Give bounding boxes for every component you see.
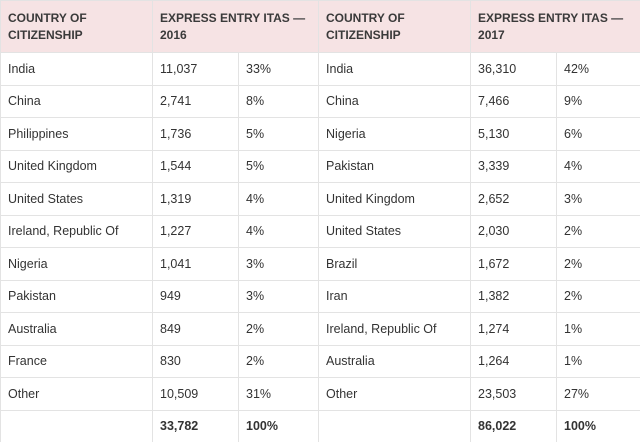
table-cell: 10,509 bbox=[152, 377, 239, 411]
table-cell: 1,227 bbox=[152, 214, 239, 248]
table-cell: 27% bbox=[556, 377, 640, 411]
header-cell: COUNTRY OF CITIZENSHIP bbox=[318, 0, 472, 53]
table-cell: Pakistan bbox=[0, 279, 153, 313]
table-cell: 1,274 bbox=[470, 312, 558, 346]
table-cell: 830 bbox=[152, 344, 239, 378]
table-cell: 849 bbox=[152, 312, 239, 346]
table-row: United States 1,319 4% United Kingdom 2,652 3… bbox=[0, 182, 640, 216]
table-row: Australia 849 2% Ireland, Republic Of 1,274 1… bbox=[0, 312, 640, 346]
table-cell: 2% bbox=[237, 344, 320, 378]
table-cell: China bbox=[318, 84, 472, 118]
table-row: Other 10,509 31% Other 23,503 27% bbox=[0, 377, 640, 411]
total-cell: 100% bbox=[237, 409, 320, 442]
table-body: India 11,037 33% India 36,310 42% China 2,741 8%… bbox=[0, 52, 640, 442]
table-cell: 33% bbox=[237, 52, 320, 86]
table-cell: 1,544 bbox=[152, 149, 239, 183]
table-row: United Kingdom 1,544 5% Pakistan 3,339 4% bbox=[0, 149, 640, 183]
table-cell: 5,130 bbox=[470, 117, 558, 151]
table-cell: 2% bbox=[556, 247, 640, 281]
table-cell: United Kingdom bbox=[318, 182, 472, 216]
table-cell: 1% bbox=[556, 344, 640, 378]
table-cell: 3% bbox=[237, 279, 320, 313]
total-cell: 100% bbox=[556, 409, 640, 442]
empty-cell bbox=[318, 409, 472, 442]
table-cell: Brazil bbox=[318, 247, 472, 281]
table-cell: 5% bbox=[237, 149, 320, 183]
table-cell: India bbox=[0, 52, 153, 86]
table-cell: 23,503 bbox=[470, 377, 558, 411]
table-cell: 1,736 bbox=[152, 117, 239, 151]
table-cell: 1% bbox=[556, 312, 640, 346]
table-cell: 9% bbox=[556, 84, 640, 118]
total-cell: 33,782 bbox=[152, 409, 239, 442]
table-cell: 8% bbox=[237, 84, 320, 118]
empty-cell bbox=[0, 409, 153, 442]
table-cell: 2,741 bbox=[152, 84, 239, 118]
table-cell: 2% bbox=[556, 214, 640, 248]
table-cell: Australia bbox=[318, 344, 472, 378]
table-cell: Ireland, Republic Of bbox=[0, 214, 153, 248]
table-cell: Other bbox=[0, 377, 153, 411]
table-cell: India bbox=[318, 52, 472, 86]
table-cell: 4% bbox=[237, 214, 320, 248]
table-cell: Philippines bbox=[0, 117, 153, 151]
table-cell: France bbox=[0, 344, 153, 378]
table-cell: Iran bbox=[318, 279, 472, 313]
table-cell: Pakistan bbox=[318, 149, 472, 183]
table-cell: United States bbox=[0, 182, 153, 216]
table-cell: 2,652 bbox=[470, 182, 558, 216]
table-cell: 1,672 bbox=[470, 247, 558, 281]
table-cell: 7,466 bbox=[470, 84, 558, 118]
table-row: Nigeria 1,041 3% Brazil 1,672 2% bbox=[0, 247, 640, 281]
table-cell: 1,319 bbox=[152, 182, 239, 216]
table-cell: 3% bbox=[237, 247, 320, 281]
header-row: COUNTRY OF CITIZENSHIP EXPRESS ENTRY ITA… bbox=[0, 0, 640, 53]
table-cell: 949 bbox=[152, 279, 239, 313]
table-cell: United States bbox=[318, 214, 472, 248]
table-cell: Australia bbox=[0, 312, 153, 346]
total-row: 33,782 100% 86,022 100% bbox=[0, 409, 640, 442]
table-cell: 5% bbox=[237, 117, 320, 151]
table-cell: 3,339 bbox=[470, 149, 558, 183]
header-cell: COUNTRY OF CITIZENSHIP bbox=[0, 0, 153, 53]
table-cell: 2,030 bbox=[470, 214, 558, 248]
table-cell: Ireland, Republic Of bbox=[318, 312, 472, 346]
table-row: India 11,037 33% India 36,310 42% bbox=[0, 52, 640, 86]
table-cell: Other bbox=[318, 377, 472, 411]
header-cell: EXPRESS ENTRY ITAS — 2017 bbox=[470, 0, 640, 53]
table-cell: Nigeria bbox=[0, 247, 153, 281]
table-cell: Nigeria bbox=[318, 117, 472, 151]
table-cell: 42% bbox=[556, 52, 640, 86]
table-row: Philippines 1,736 5% Nigeria 5,130 6% bbox=[0, 117, 640, 151]
table-cell: 1,382 bbox=[470, 279, 558, 313]
table-cell: 3% bbox=[556, 182, 640, 216]
table-cell: 1,264 bbox=[470, 344, 558, 378]
table-cell: 2% bbox=[556, 279, 640, 313]
table-cell: 31% bbox=[237, 377, 320, 411]
header-cell: EXPRESS ENTRY ITAS — 2016 bbox=[151, 0, 320, 53]
table-cell: United Kingdom bbox=[0, 149, 153, 183]
table-row: France 830 2% Australia 1,264 1% bbox=[0, 344, 640, 378]
table-row: China 2,741 8% China 7,466 9% bbox=[0, 84, 640, 118]
table-cell: 4% bbox=[556, 149, 640, 183]
table-cell: 6% bbox=[556, 117, 640, 151]
table-cell: 1,041 bbox=[152, 247, 239, 281]
total-cell: 86,022 bbox=[470, 409, 558, 442]
table-cell: 2% bbox=[237, 312, 320, 346]
table-cell: 36,310 bbox=[470, 52, 558, 86]
table-row: Ireland, Republic Of 1,227 4% United States… bbox=[0, 214, 640, 248]
table-cell: 4% bbox=[237, 182, 320, 216]
table-cell: China bbox=[0, 84, 153, 118]
table-cell: 11,037 bbox=[152, 52, 239, 86]
table-row: Pakistan 949 3% Iran 1,382 2% bbox=[0, 279, 640, 313]
